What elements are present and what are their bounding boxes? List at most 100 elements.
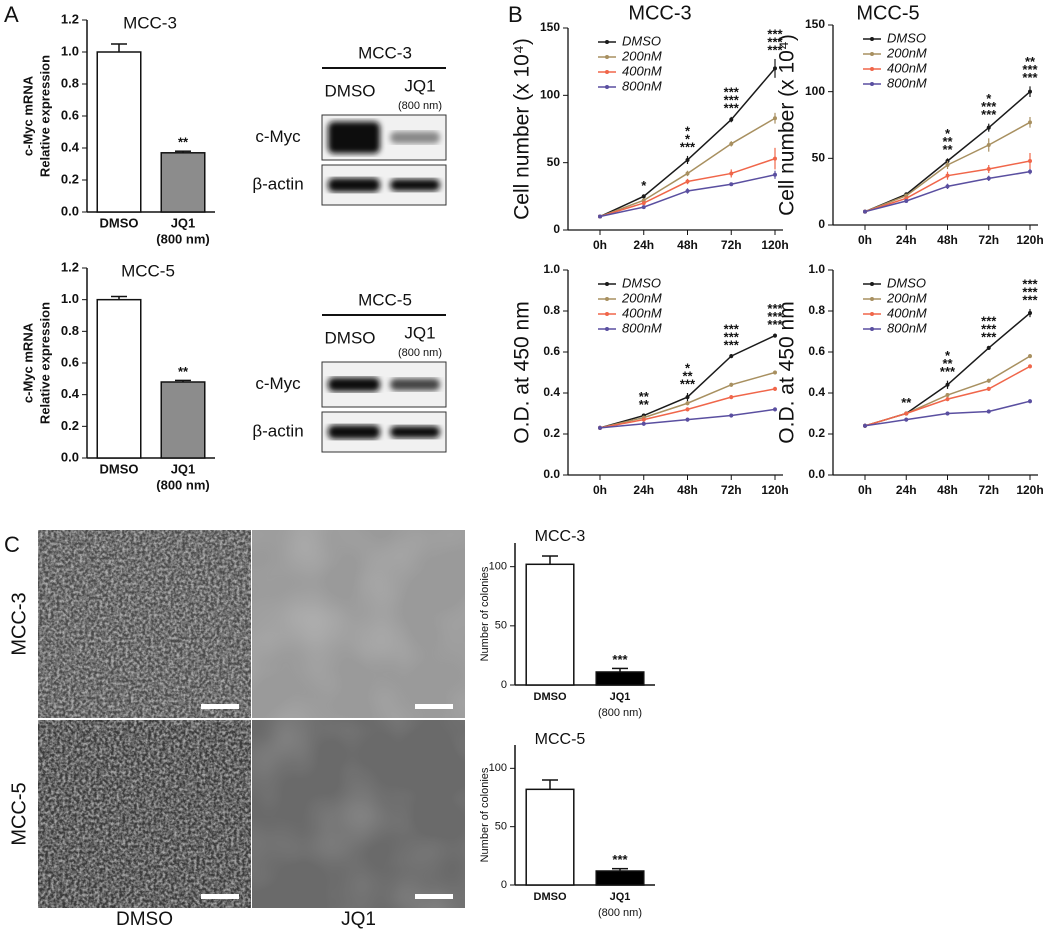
blot-row-label: c-Myc [255,127,301,146]
point [904,199,909,203]
x-tick-sublabel: (800 nm) [156,477,209,492]
point [945,184,950,189]
point [773,333,777,338]
blot-band [390,179,440,191]
chart-title: MCC-5 [535,731,586,748]
significance: *** [724,100,740,115]
y-tick-label: 1.2 [61,259,79,274]
blot-column: DMSO [325,81,376,100]
micrograph-column-label: JQ1 [341,909,376,930]
point [986,176,991,181]
y-axis-label: c-Myc mRNA [20,322,35,403]
legend-label: DMSO [622,275,661,290]
y-tick-label: 0.8 [61,323,79,338]
y-tick-label: 100 [489,762,507,774]
point [729,354,734,359]
x-tick-label: 24h [633,483,654,497]
significance: *** [724,321,740,336]
y-tick-label: 0.2 [808,426,825,440]
significance: *** [1022,284,1038,299]
chart-title: MCC-3 [123,13,177,32]
legend-marker [870,312,874,316]
point [986,167,991,171]
bar [96,298,142,459]
x-tick-label: 120h [1016,233,1043,247]
blot-band [328,377,380,392]
legend-label: 200nM [621,48,662,63]
legend-marker [605,327,609,331]
legend-label: 800nM [622,78,662,93]
blot-title: MCC-3 [358,43,412,62]
significance: *** [612,852,628,867]
micrograph-row-label: MCC-3 [8,592,30,655]
y-tick-label: 100 [805,84,825,98]
point [598,425,602,430]
significance: ** [1025,54,1036,69]
y-tick-label: 0.6 [808,344,825,358]
significance: * [986,91,992,106]
significance: ** [942,134,953,149]
point [773,172,777,177]
point [904,411,909,416]
bar [160,152,206,213]
legend-marker [870,37,874,41]
y-tick-label: 0.8 [543,303,560,317]
point [773,156,777,161]
y-tick-label: 50 [495,821,507,833]
legend-marker [870,52,874,56]
scale-bar [415,704,453,709]
point [685,407,690,412]
legend-marker [605,282,609,286]
y-tick-label: 150 [540,20,560,34]
blot-band [390,426,440,438]
significance: *** [1022,276,1038,291]
point [685,171,690,176]
significance: *** [724,92,740,107]
legend-label: 200nM [886,290,927,305]
x-tick-label: 72h [721,483,742,497]
point [986,409,991,414]
blot-band [328,425,380,439]
y-tick-label: 0.4 [543,385,560,399]
y-tick-label: 0.4 [808,385,825,399]
legend-marker [605,55,609,59]
y-tick-label: 50 [495,620,507,632]
x-tick-label: DMSO [100,461,139,476]
y-tick-label: 1.2 [61,11,79,26]
point [598,214,602,219]
micrograph-column-label: DMSO [116,909,173,930]
point [863,209,867,214]
blot-column: JQ1 [404,76,435,95]
x-tick-label: JQ1 [171,461,196,476]
point [773,116,777,121]
x-tick-label: DMSO [534,891,567,903]
significance: *** [724,337,740,352]
legend-label: 400nM [887,305,927,320]
legend-marker [605,40,609,44]
x-tick-label: JQ1 [610,891,631,903]
x-tick-label: 24h [633,238,654,252]
y-tick-label: 50 [547,155,561,169]
point [1028,354,1032,359]
point [729,141,734,146]
chart-title: MCC-5 [121,261,175,280]
x-tick-label: 48h [677,238,698,252]
significance: ** [901,395,912,410]
y-tick-label: 1.0 [61,43,79,58]
legend-marker [870,82,874,86]
point [986,378,991,383]
y-tick-label: 0.6 [543,344,560,358]
point [641,421,646,426]
legend-label: 400nM [622,305,662,320]
bar [595,870,645,886]
x-tick-label: 120h [761,238,788,252]
legend-marker [870,297,874,301]
significance: *** [724,84,740,99]
significance: * [641,178,647,193]
significance: *** [724,329,740,344]
point [729,395,734,400]
legend-label: 800nM [622,320,662,335]
x-tick-label: 120h [761,483,788,497]
